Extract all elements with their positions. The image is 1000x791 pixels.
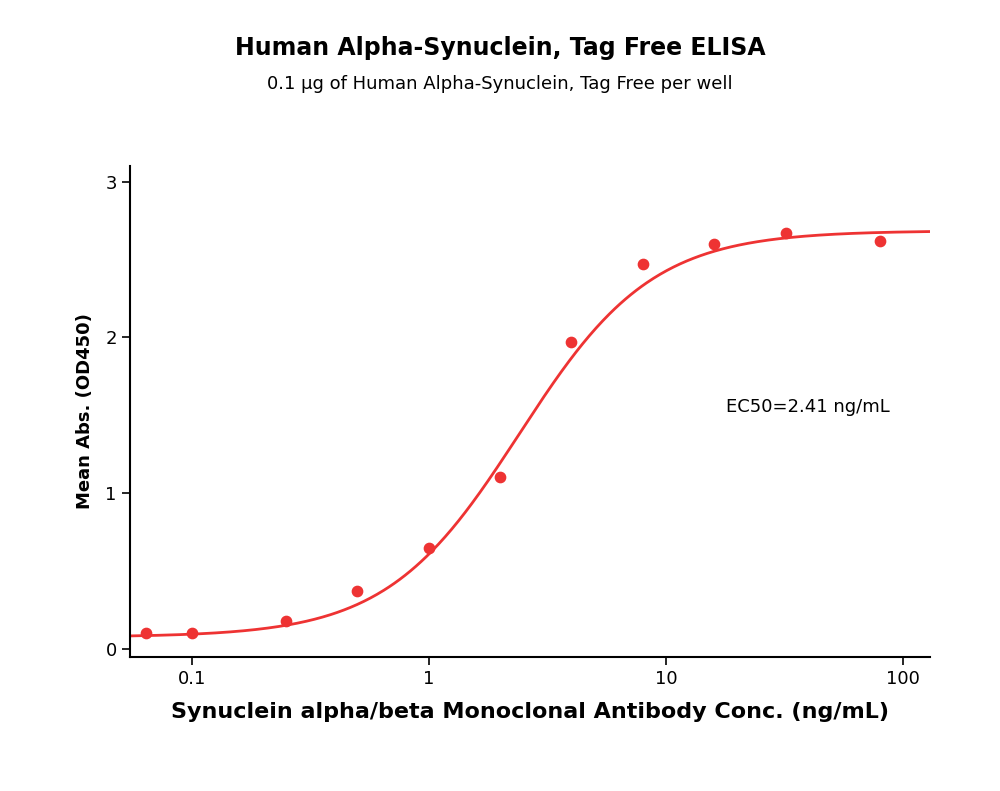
- Point: [635, 258, 651, 271]
- Point: [778, 227, 794, 240]
- Point: [872, 234, 888, 247]
- Point: [706, 237, 722, 250]
- Point: [563, 335, 579, 348]
- Point: [278, 615, 294, 627]
- Text: EC50=2.41 ng/mL: EC50=2.41 ng/mL: [726, 399, 890, 416]
- Point: [492, 471, 508, 484]
- Text: Human Alpha-Synuclein, Tag Free ELISA: Human Alpha-Synuclein, Tag Free ELISA: [235, 36, 765, 59]
- Point: [184, 626, 200, 639]
- Text: 0.1 μg of Human Alpha-Synuclein, Tag Free per well: 0.1 μg of Human Alpha-Synuclein, Tag Fre…: [267, 75, 733, 93]
- X-axis label: Synuclein alpha/beta Monoclonal Antibody Conc. (ng/mL): Synuclein alpha/beta Monoclonal Antibody…: [171, 702, 889, 721]
- Point: [349, 585, 365, 597]
- Y-axis label: Mean Abs. (OD450): Mean Abs. (OD450): [76, 313, 94, 509]
- Point: [421, 541, 437, 554]
- Point: [138, 626, 154, 639]
